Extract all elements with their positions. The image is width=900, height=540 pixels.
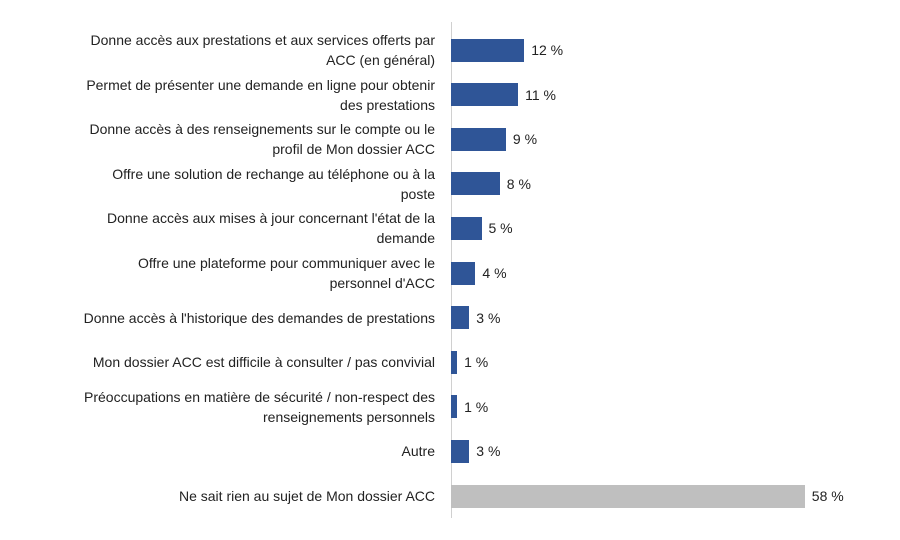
category-label: Donne accès à l'historique des demandes … — [15, 308, 435, 328]
category-label-line: Donne accès à l'historique des demandes … — [83, 309, 435, 326]
category-label-line: ACC (en général) — [326, 52, 435, 68]
category-label-line: demande — [376, 230, 435, 247]
bar — [451, 439, 470, 463]
category-label-line: Mon dossier ACC est difficile à consulte… — [92, 354, 435, 371]
category-label-line: Préoccupations en matière de sécurité / … — [84, 388, 435, 405]
bar — [451, 306, 470, 330]
data-label: 1 % — [464, 354, 489, 371]
bar — [451, 127, 506, 151]
data-label: 12 % — [531, 42, 564, 58]
category-label-line: Donne accès aux mises à jour concernant … — [107, 210, 435, 227]
data-label: 1 % — [464, 398, 489, 415]
data-label: 8 % — [506, 175, 531, 192]
category-label: Donne accès aux prestations et aux servi… — [15, 30, 435, 70]
category-label: Ne sait rien au sujet de Mon dossier ACC — [15, 486, 435, 506]
bar — [451, 395, 458, 419]
category-label-line: personnel d'ACC — [329, 275, 435, 291]
data-label: 3 % — [476, 309, 501, 326]
data-label: 58 % — [811, 488, 844, 504]
category-label-line: Autre — [401, 443, 435, 460]
data-label: 3 % — [476, 443, 501, 460]
category-label: Donne accès aux mises à jour concernant … — [15, 208, 435, 248]
bar — [451, 484, 805, 508]
category-label: Permet de présenter une demande en ligne… — [15, 75, 435, 115]
category-label: Mon dossier ACC est difficile à consulte… — [15, 352, 435, 372]
bar — [451, 261, 476, 285]
bar — [451, 216, 482, 240]
category-label-line: poste — [400, 185, 435, 202]
data-label: 5 % — [488, 220, 513, 237]
category-label-line: Permet de présenter une demande en ligne… — [86, 76, 435, 93]
bar — [451, 83, 519, 107]
data-label: 4 % — [482, 265, 507, 281]
category-label: Autre — [15, 441, 435, 461]
category-label: Offre une solution de rechange au téléph… — [15, 164, 435, 204]
bar — [451, 172, 500, 196]
data-label: 9 % — [512, 131, 538, 148]
data-label: 11 % — [525, 86, 556, 103]
category-label: Préoccupations en matière de sécurité / … — [15, 387, 435, 427]
category-label: Donne accès à des renseignements sur le … — [15, 119, 435, 159]
category-label-line: renseignements personnels — [263, 408, 435, 425]
bar — [451, 38, 525, 62]
category-label-line: Donne accès à des renseignements sur le … — [89, 121, 435, 138]
category-label-line: Offre une plateforme pour communiquer av… — [137, 255, 435, 271]
category-label-line: Ne sait rien au sujet de Mon dossier ACC — [178, 488, 435, 504]
category-label-line: des prestations — [340, 96, 435, 113]
category-label-line: Donne accès aux prestations et aux servi… — [90, 32, 435, 48]
category-label: Offre une plateforme pour communiquer av… — [15, 253, 435, 293]
category-label-line: profil de Mon dossier ACC — [272, 141, 435, 158]
bar — [451, 350, 458, 374]
category-label-line: Offre une solution de rechange au téléph… — [112, 165, 435, 182]
